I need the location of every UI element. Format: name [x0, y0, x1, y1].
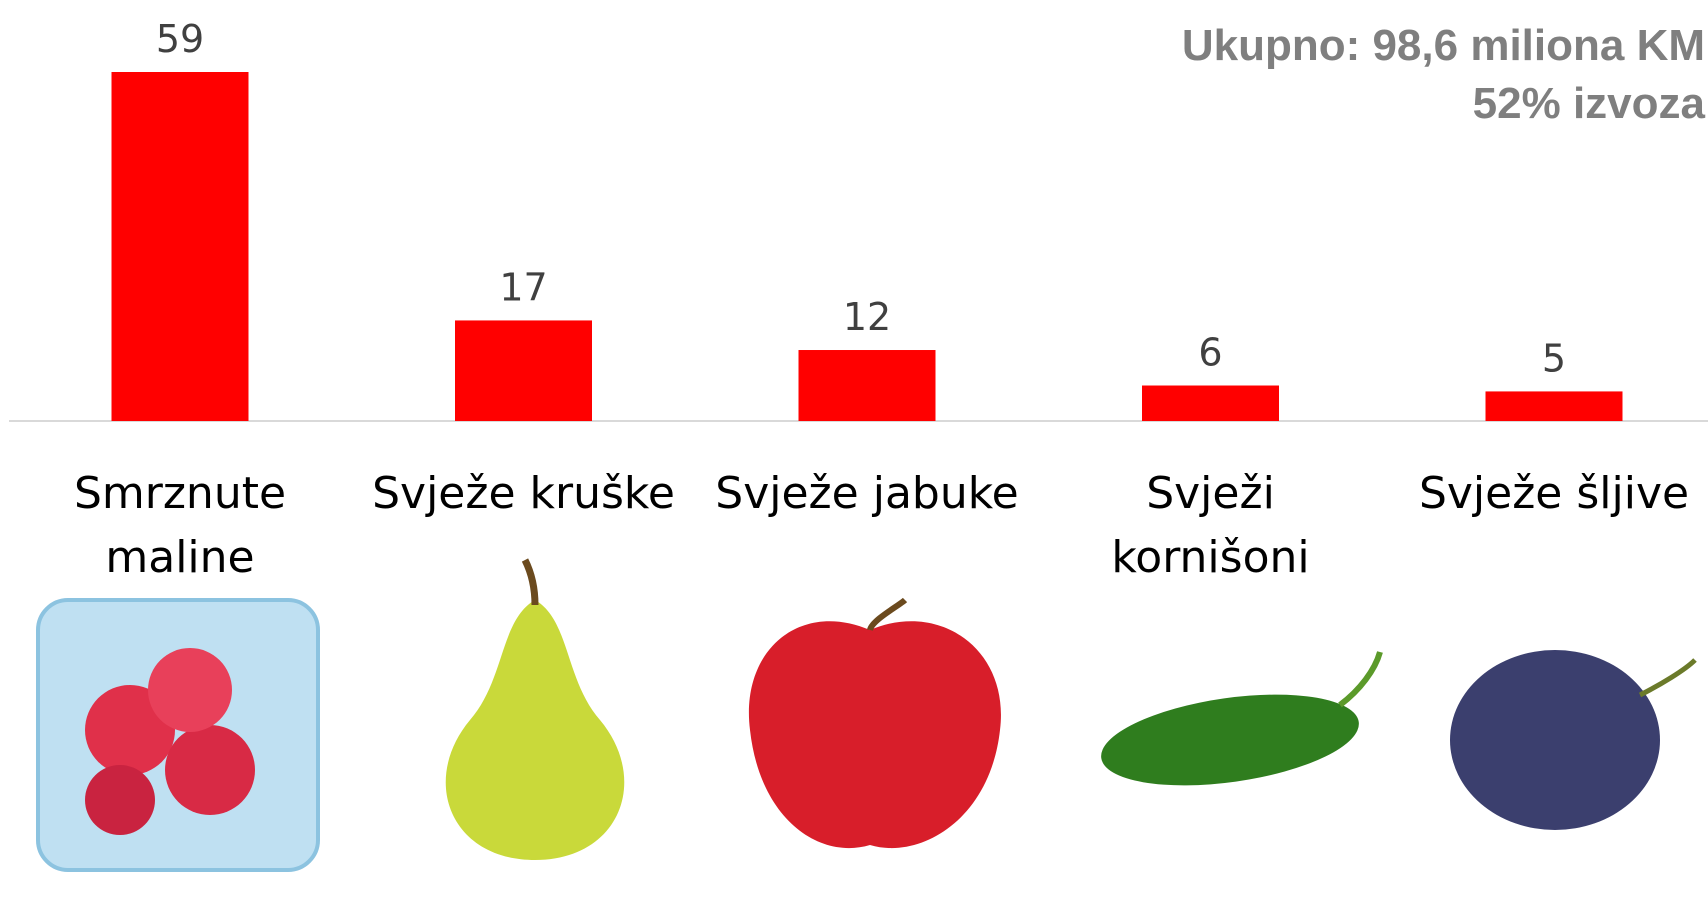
apple — [748, 597, 1001, 849]
raspberry-ice — [36, 598, 320, 872]
value-label: 17 — [499, 265, 547, 309]
cucumber — [1101, 651, 1383, 786]
bar — [455, 320, 592, 421]
bar — [1142, 385, 1279, 421]
plum — [1450, 650, 1697, 830]
category-label: Svježe kruške — [372, 468, 675, 519]
bar — [111, 72, 249, 421]
pear — [445, 558, 625, 860]
category-label: Svježe jabuke — [715, 468, 1019, 519]
value-label: 59 — [156, 17, 204, 61]
category-label: Svježe šljive — [1418, 468, 1690, 519]
category-label: Smrznute maline — [73, 468, 287, 583]
value-label: 12 — [843, 295, 891, 339]
category-label: Svježi kornišoni — [1111, 468, 1310, 583]
annotation: Ukupno: 98,6 miliona KM — [1182, 21, 1705, 70]
value-label: 5 — [1542, 336, 1566, 380]
annotation: 52% izvoza — [1473, 79, 1706, 128]
value-label: 6 — [1198, 331, 1222, 375]
bar — [798, 350, 936, 421]
bar — [1485, 391, 1623, 421]
